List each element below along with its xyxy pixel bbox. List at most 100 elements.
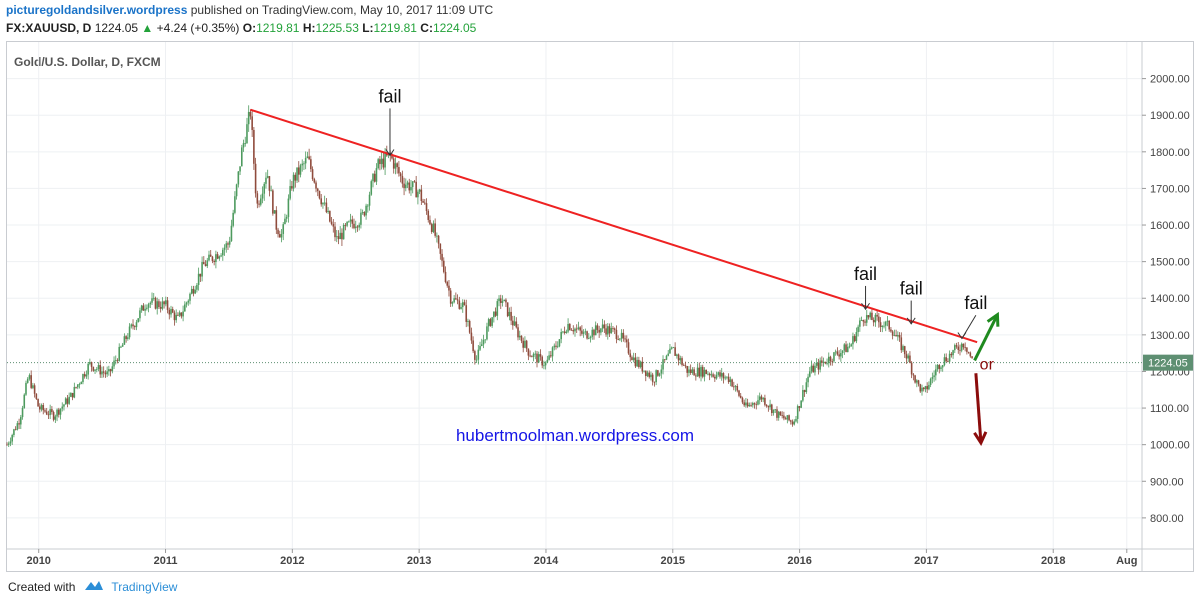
last-price: 1224.05 (94, 21, 139, 35)
candle-body (303, 163, 305, 165)
candle-body (910, 362, 913, 375)
candle-body (215, 254, 217, 263)
candle-body (237, 171, 240, 185)
y-tick-label: 1300.00 (1150, 330, 1190, 342)
candle-body (914, 375, 916, 383)
y-tick-label: 1400.00 (1150, 293, 1190, 305)
candle-body (16, 423, 19, 430)
y-tick-label: 1500.00 (1150, 257, 1190, 269)
candle-body (639, 361, 642, 368)
candle-body (341, 232, 343, 240)
candle-body (695, 375, 697, 377)
fail-annotation: fail (378, 86, 401, 106)
candle-body (679, 358, 682, 361)
candle-body (510, 311, 512, 321)
candle-body (130, 324, 133, 327)
candle-body (698, 367, 701, 377)
candle-body (644, 370, 647, 376)
tradingview-cloud-icon[interactable] (83, 578, 105, 595)
current-price-label: 1224.05 (1148, 358, 1188, 370)
candle-body (527, 348, 530, 356)
candle-body (786, 415, 789, 420)
candle-body (722, 373, 725, 379)
candle-body (275, 210, 278, 230)
candle-body (180, 312, 183, 317)
candle-body (641, 361, 644, 372)
candle-body (45, 411, 48, 415)
candle-body (565, 331, 568, 333)
candle-body (636, 359, 638, 367)
candle-body (543, 365, 545, 367)
y-tick-label: 2000.00 (1150, 74, 1190, 86)
candle-body (776, 409, 778, 418)
candle-body (135, 322, 138, 328)
candle-body (493, 311, 495, 318)
candle-body (95, 369, 98, 370)
candle-body (814, 365, 816, 373)
candle-body (203, 262, 205, 265)
footer: Created with TradingView (8, 578, 177, 595)
candle-body (247, 111, 250, 125)
candle-body (392, 158, 395, 169)
candle-body (6, 444, 8, 446)
candle-body (204, 264, 207, 267)
candle-body (297, 167, 300, 175)
candle-body (109, 369, 112, 372)
candle-body (827, 356, 830, 364)
candle-body (753, 403, 756, 405)
candle-body (353, 223, 355, 229)
candle-body (482, 339, 485, 345)
candle-body (531, 356, 533, 358)
y-tick-label: 1000.00 (1150, 440, 1190, 452)
candle-body (80, 382, 83, 385)
candle-body (655, 370, 657, 383)
candle-body (555, 345, 557, 347)
up-triangle-icon: ▲ (141, 21, 154, 35)
candle-body (78, 384, 81, 385)
candle-body (929, 378, 932, 385)
candle-body (496, 301, 499, 316)
candle-body (306, 156, 309, 158)
candle-body (950, 353, 953, 356)
candle-body (196, 284, 198, 290)
candle-body (479, 346, 481, 350)
candle-body (852, 336, 854, 345)
candle-body (658, 373, 661, 376)
candle-body (175, 314, 177, 321)
tradingview-brand[interactable]: TradingView (111, 579, 178, 594)
candle-body (821, 360, 823, 363)
candle-body (272, 190, 274, 214)
candle-body (701, 366, 704, 377)
candle-body (739, 395, 742, 398)
candle-body (99, 365, 102, 375)
candle-body (280, 233, 283, 238)
candle-body (292, 174, 295, 189)
candle-body (140, 305, 143, 311)
chart-frame[interactable] (6, 41, 1194, 572)
candle-body (570, 329, 573, 331)
watermark-text: hubertmoolman.wordpress.com (456, 426, 694, 445)
candle-body (834, 351, 837, 353)
candle-body (420, 189, 423, 201)
candle-body (403, 183, 405, 189)
candle-body (693, 369, 695, 376)
candle-body (789, 420, 792, 422)
candle-body (924, 386, 927, 390)
candle-body (886, 320, 889, 322)
candle-body (139, 310, 141, 319)
site-name[interactable]: picturegoldandsilver.wordpress (6, 3, 188, 17)
candle-body (581, 330, 583, 334)
publish-line: picturegoldandsilver.wordpress published… (6, 3, 493, 17)
candle-body (427, 210, 430, 220)
candle-body (810, 365, 813, 372)
candle-body (163, 301, 165, 305)
candle-body (59, 408, 62, 415)
candle-body (363, 212, 366, 216)
candle-body (455, 298, 457, 300)
candle-body (413, 181, 416, 183)
candle-body (461, 302, 464, 308)
candle-body (769, 404, 771, 408)
candle-body (881, 325, 884, 327)
annotation-arrowhead (957, 332, 967, 340)
